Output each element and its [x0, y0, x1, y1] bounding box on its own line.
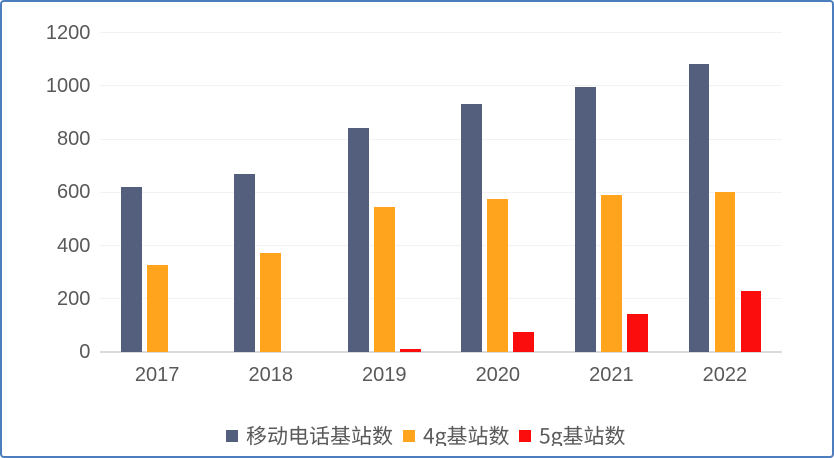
legend-item	[225, 425, 393, 446]
x-axis-tick-label: 2022	[702, 363, 748, 386]
y-axis-tick-label: 400	[57, 234, 91, 257]
bar-series2-2021	[600, 194, 622, 352]
bar-series2-2019	[373, 207, 395, 352]
y-axis-tick-label: 600	[57, 181, 91, 204]
bar-series3-2021	[626, 314, 648, 352]
bar-series1-2018	[234, 174, 256, 352]
y-axis-tick-label: 0	[79, 341, 91, 363]
y-gridline	[100, 191, 782, 193]
bar-series2-2018	[260, 252, 282, 352]
bar-series1-2022	[688, 63, 710, 352]
legend-label	[539, 426, 625, 447]
chart-legend	[225, 425, 626, 447]
x-axis-tick-label: 2019	[362, 363, 407, 386]
y-axis-tick-label: 200	[57, 287, 91, 310]
bar-series3-2022	[740, 290, 762, 352]
y-gridline	[100, 138, 782, 140]
legend-swatch	[402, 429, 415, 442]
y-gridline	[100, 298, 782, 300]
x-axis-tick-label: 2017	[134, 363, 180, 386]
y-gridline	[100, 85, 782, 87]
x-axis-line	[100, 351, 782, 353]
legend-item	[402, 425, 509, 447]
y-axis-tick-label: 1200	[45, 21, 91, 44]
legend-item	[519, 425, 625, 447]
x-axis-tick-label: 2018	[248, 363, 293, 386]
x-axis-tick-label: 2020	[475, 363, 521, 386]
bar-series3-2019	[399, 348, 421, 352]
bar-series1-2017	[120, 187, 142, 352]
legend-swatch	[225, 429, 238, 442]
x-axis-tick-label: 2021	[589, 363, 634, 386]
y-gridline	[100, 32, 782, 34]
y-gridline	[100, 245, 782, 247]
bar-series2-2020	[487, 198, 509, 352]
legend-label	[246, 426, 393, 446]
legend-swatch	[519, 429, 532, 442]
bar-series3-2020	[513, 331, 535, 352]
bar-series2-2022	[714, 191, 736, 352]
legend-label	[423, 426, 509, 447]
bar-series1-2021	[574, 86, 596, 352]
bar-series2-2017	[146, 264, 168, 352]
y-axis-tick-label: 800	[57, 128, 91, 151]
y-axis-tick-label: 1000	[45, 74, 91, 97]
bar-series1-2019	[347, 128, 369, 352]
bar-series1-2020	[461, 104, 483, 352]
